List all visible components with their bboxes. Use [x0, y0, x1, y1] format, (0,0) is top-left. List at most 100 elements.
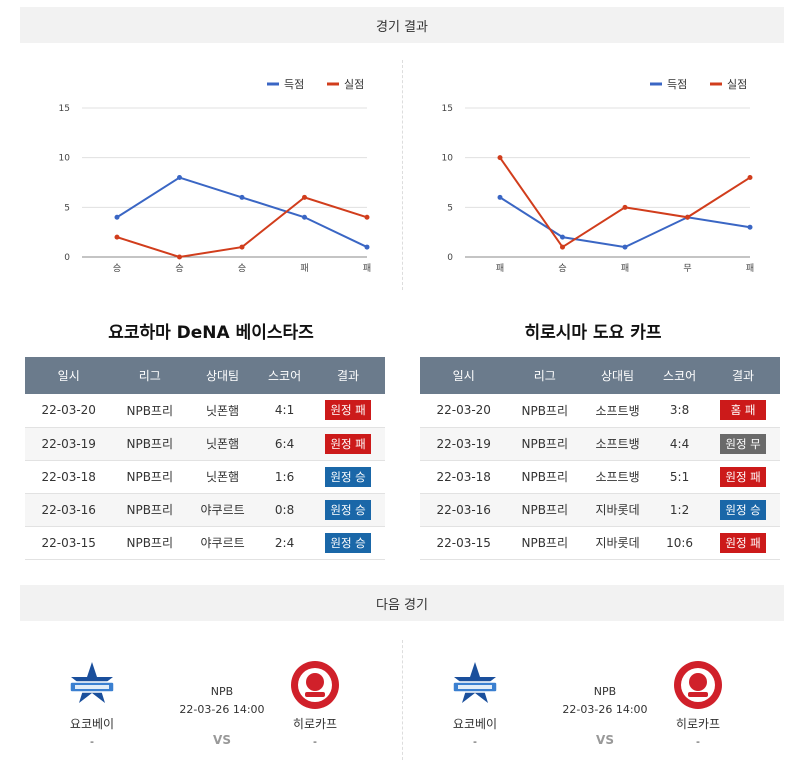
results-section-header: 경기 결과: [20, 7, 784, 43]
results-table-yokohama: 일시 리그 상대팀 스코어 결과 22-03-20 NPB프리 닛폰햄 4:1 원정 패…: [25, 357, 385, 560]
header-opponent: 상대팀: [582, 357, 653, 394]
data-point: [114, 214, 120, 220]
result-cell: 원정 승: [311, 493, 385, 527]
opponent-cell: 야쿠르트: [187, 526, 258, 560]
match-card-2[interactable]: 요코베이 - NPB 22-03-26 14:00 VS 히로카프 -: [435, 655, 775, 755]
data-point: [364, 214, 370, 220]
score-cell: 1:6: [257, 460, 312, 494]
data-point: [622, 244, 628, 250]
result-badge: 원정 승: [325, 466, 372, 487]
date-cell: 22-03-18: [420, 460, 508, 494]
data-point: [560, 234, 565, 240]
result-badge: 원정 승: [325, 532, 372, 553]
league-cell: NPB프리: [507, 526, 583, 560]
score-cell: 3:8: [652, 394, 707, 428]
chart-yokohama-svg: 0 5 10 15 승 승 승 패 패 득점 실점: [59, 78, 372, 274]
table-row: 22-03-16 NPB프리 야쿠르트 0:8 원정 승: [25, 493, 385, 527]
match-card-1[interactable]: 요코베이 - NPB 22-03-26 14:00 VS 히로카프 -: [52, 655, 392, 755]
table-row: 22-03-18 NPB프리 닛폰햄 1:6 원정 승: [25, 460, 385, 494]
table-row: 22-03-19 NPB프리 소프트뱅 4:4 원정 무: [420, 427, 780, 461]
header-league: 리그: [112, 357, 188, 394]
header-score: 스코어: [257, 357, 312, 394]
table-header-row: 일시 리그 상대팀 스코어 결과: [25, 357, 385, 394]
header-opponent: 상대팀: [187, 357, 258, 394]
results-body-hiroshima: 22-03-20 NPB프리 소프트뱅 3:8 홈 패 22-03-19 NPB프리 소프트뱅…: [420, 394, 780, 560]
data-point: [239, 244, 245, 250]
opponent-cell: 닛폰햄: [187, 460, 258, 494]
league-cell: NPB프리: [507, 460, 583, 494]
table-row: 22-03-15 NPB프리 지바롯데 10:6 원정 패: [420, 526, 780, 560]
y-tick-label: 5: [64, 203, 70, 213]
data-point: [239, 194, 245, 200]
x-tick-label: 승: [558, 263, 566, 274]
table-row: 22-03-15 NPB프리 야쿠르트 2:4 원정 승: [25, 526, 385, 560]
x-tick-label: 승: [175, 263, 183, 274]
header-date: 일시: [25, 357, 113, 394]
match-league: NPB: [210, 685, 234, 698]
legend-label: 득점: [667, 78, 687, 91]
header-league: 리그: [507, 357, 583, 394]
date-cell: 22-03-19: [420, 427, 508, 461]
result-badge: 원정 패: [325, 400, 372, 421]
table-row: 22-03-20 NPB프리 닛폰햄 4:1 원정 패: [25, 394, 385, 428]
results-section-title: 경기 결과: [376, 19, 428, 35]
header-result: 결과: [706, 357, 780, 394]
match-league: NPB: [593, 685, 617, 698]
away-team-name: 히로카프: [292, 717, 338, 731]
results-body-yokohama: 22-03-20 NPB프리 닛폰햄 4:1 원정 패 22-03-19 NPB프리 닛폰햄 6…: [25, 394, 385, 560]
x-tick-label: 패: [300, 263, 308, 274]
header-date: 일시: [420, 357, 508, 394]
data-point: [177, 254, 182, 260]
league-cell: NPB프리: [507, 493, 583, 527]
league-cell: NPB프리: [507, 427, 583, 461]
x-tick-label: 패: [621, 263, 629, 274]
legend-label: 실점: [727, 78, 747, 91]
results-table-hiroshima: 일시 리그 상대팀 스코어 결과 22-03-20 NPB프리 소프트뱅 3:8 홈 패…: [420, 357, 780, 560]
vs-label: VS: [213, 733, 231, 747]
score-cell: 6:4: [257, 427, 312, 461]
opponent-cell: 소프트뱅: [582, 394, 653, 428]
table-row: 22-03-18 NPB프리 소프트뱅 5:1 원정 패: [420, 460, 780, 494]
data-point: [302, 214, 307, 220]
league-cell: NPB프리: [112, 460, 188, 494]
result-cell: 원정 패: [706, 526, 780, 560]
vs-label: VS: [596, 733, 614, 747]
home-team-name: 요코베이: [452, 717, 498, 731]
hiroshima-logo: [673, 660, 723, 710]
data-point: [364, 244, 370, 250]
data-point: [747, 224, 753, 230]
score-cell: 5:1: [652, 460, 707, 494]
home-team-name: 요코베이: [69, 717, 115, 731]
y-tick-label: 0: [447, 253, 453, 263]
date-cell: 22-03-15: [25, 526, 113, 560]
yokohama-logo: [67, 660, 117, 710]
league-cell: NPB프리: [507, 394, 583, 428]
result-badge: 원정 승: [720, 499, 767, 520]
score-cell: 0:8: [257, 493, 312, 527]
date-cell: 22-03-18: [25, 460, 113, 494]
x-tick-label: 승: [113, 263, 121, 274]
league-cell: NPB프리: [112, 427, 188, 461]
date-cell: 22-03-20: [420, 394, 508, 428]
league-cell: NPB프리: [112, 394, 188, 428]
table-row: 22-03-16 NPB프리 지바롯데 1:2 원정 승: [420, 493, 780, 527]
y-tick-label: 15: [59, 104, 70, 114]
x-tick-label: 승: [238, 263, 246, 274]
away-team-score: -: [696, 735, 700, 748]
league-cell: NPB프리: [112, 526, 188, 560]
result-badge: 원정 승: [325, 499, 372, 520]
hiroshima-logo: [290, 660, 340, 710]
result-cell: 원정 무: [706, 427, 780, 461]
data-point: [622, 204, 628, 210]
data-point: [560, 244, 565, 250]
date-cell: 22-03-16: [25, 493, 113, 527]
score-cell: 10:6: [652, 526, 707, 560]
data-point: [302, 194, 307, 200]
result-cell: 원정 패: [706, 460, 780, 494]
match-datetime: 22-03-26 14:00: [179, 703, 265, 716]
match-datetime: 22-03-26 14:00: [562, 703, 648, 716]
team-title-hiroshima: 히로시마 도요 카프: [524, 323, 662, 343]
result-badge: 홈 패: [720, 400, 767, 421]
score-cell: 1:2: [652, 493, 707, 527]
yokohama-logo: [450, 660, 500, 710]
